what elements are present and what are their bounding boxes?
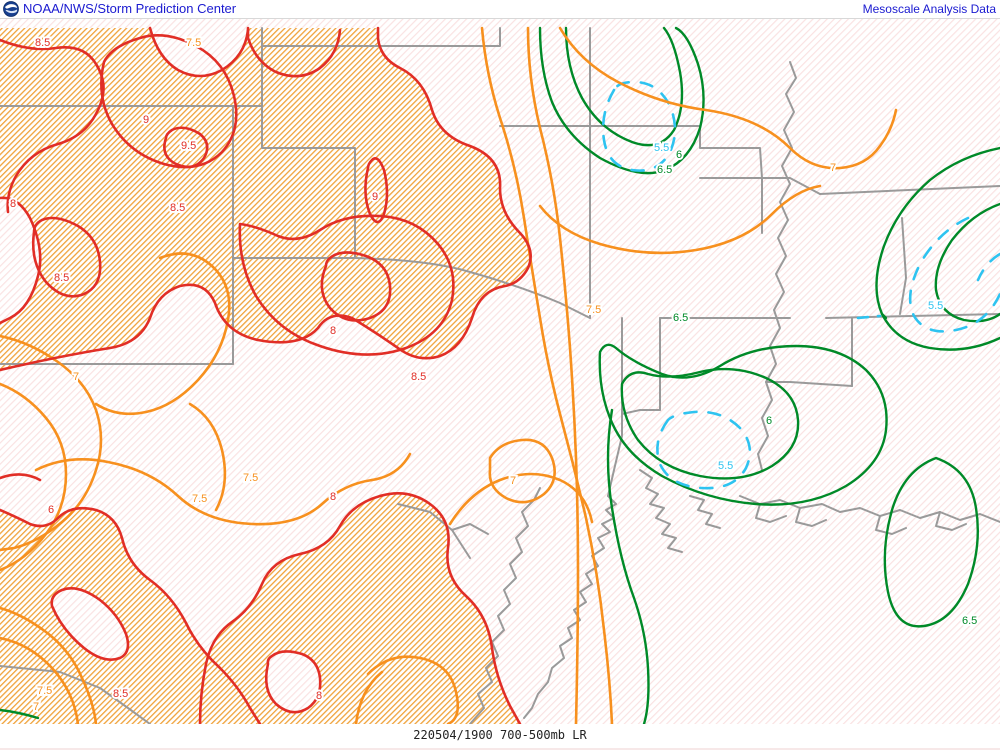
contour-label: 9.5 bbox=[181, 140, 196, 152]
contour-label: 6.5 bbox=[673, 312, 688, 324]
contour-label: 8.5 bbox=[35, 37, 50, 49]
contour-label-halo: 6.5 bbox=[962, 615, 977, 627]
contour-label-halo: 9 bbox=[143, 114, 149, 126]
contour-label-halo: 7.5 bbox=[586, 304, 601, 316]
contour-label-halo: 7 bbox=[33, 701, 39, 713]
contour-label: 6.5 bbox=[657, 164, 672, 176]
contour-label: 8.5 bbox=[170, 202, 185, 214]
contour-label: 7 bbox=[510, 475, 516, 487]
contour-label: 6 bbox=[676, 149, 682, 161]
contour-label: 7 bbox=[830, 162, 836, 174]
contour-label-halo: 7 bbox=[510, 475, 516, 487]
contour-label: 5.5 bbox=[654, 142, 669, 154]
contour-label: 7 bbox=[73, 371, 79, 383]
contour-label: 7 bbox=[33, 701, 39, 713]
contour-label-halo: 7.5 bbox=[37, 685, 52, 697]
contour-label: 9 bbox=[372, 191, 378, 203]
contour-label-halo: 7.5 bbox=[186, 37, 201, 49]
contour-label-halo: 5.5 bbox=[718, 460, 733, 472]
contour-label-halo: 8.5 bbox=[54, 272, 69, 284]
lapse-rate-8-shading-southwest bbox=[0, 508, 260, 724]
contour-label-halo: 9 bbox=[372, 191, 378, 203]
contour-label-halo: 8 bbox=[316, 690, 322, 702]
contour-label: 8 bbox=[330, 325, 336, 337]
contour-label-halo: 8.5 bbox=[411, 371, 426, 383]
contour-label-halo: 6 bbox=[48, 504, 54, 516]
state-boundaries bbox=[0, 27, 1000, 724]
contour-label-halo: 6 bbox=[766, 415, 772, 427]
contour-label-halo: 5.5 bbox=[654, 142, 669, 154]
noaa-seal-icon bbox=[3, 1, 19, 17]
contour-label-halo: 8 bbox=[330, 491, 336, 503]
lapse-rate-8-shading bbox=[0, 28, 531, 370]
contour-label: 7.5 bbox=[192, 493, 207, 505]
contour-label-halo: 7.5 bbox=[243, 472, 258, 484]
contour-label: 7.5 bbox=[243, 472, 258, 484]
contour-label: 7.5 bbox=[37, 685, 52, 697]
contour-label: 7.5 bbox=[186, 37, 201, 49]
contour-label: 6 bbox=[766, 415, 772, 427]
contour-label-halo: 7.5 bbox=[192, 493, 207, 505]
contour-label: 8.5 bbox=[411, 371, 426, 383]
contour-label: 6 bbox=[48, 504, 54, 516]
contour-label-halo: 8.5 bbox=[113, 688, 128, 700]
contour-label-halo: 7 bbox=[73, 371, 79, 383]
mesoanalysis-map[interactable]: 8.5 8.5 7.5 7.5 9 9 9.5 9.5 9 9 8 8 8.5 8.5 8.5 8.5 8 8 8.… bbox=[0, 18, 1000, 724]
contour-label-halo: 9.5 bbox=[181, 140, 196, 152]
contour-label-halo: 8 bbox=[10, 198, 16, 210]
contour-label-halo: 6.5 bbox=[673, 312, 688, 324]
contour-label-halo: 6 bbox=[676, 149, 682, 161]
contour-label: 8 bbox=[330, 491, 336, 503]
contour-label: 8 bbox=[316, 690, 322, 702]
contour-label: 5.5 bbox=[718, 460, 733, 472]
product-timestamp-label: 220504/1900 700-500mb LR bbox=[413, 728, 587, 742]
contours-orange bbox=[0, 26, 898, 724]
contour-label: 8.5 bbox=[113, 688, 128, 700]
agency-title: NOAA/NWS/Storm Prediction Center bbox=[23, 1, 237, 16]
footer-divider bbox=[0, 748, 1000, 750]
contour-label-halo: 7 bbox=[830, 162, 836, 174]
page-header: NOAA/NWS/Storm Prediction Center Mesosca… bbox=[0, 0, 1000, 19]
product-title: Mesoscale Analysis Data bbox=[862, 2, 996, 16]
contour-labels: 8.58.5 7.57.5999.59.599888.58.58.58.5888.… bbox=[8, 35, 979, 715]
contours-red bbox=[0, 26, 532, 724]
contour-label-halo: 8.5 bbox=[35, 37, 50, 49]
contour-plot: 8.58.5 7.57.5999.59.599888.58.58.58.5888.… bbox=[0, 18, 1000, 724]
contour-label: 7.5 bbox=[586, 304, 601, 316]
contour-label: 9 bbox=[143, 114, 149, 126]
contour-label: 8.5 bbox=[54, 272, 69, 284]
contour-label-halo: 6.5 bbox=[657, 164, 672, 176]
page-footer: 220504/1900 700-500mb LR bbox=[0, 724, 1000, 750]
contour-label-halo: 8.5 bbox=[170, 202, 185, 214]
contours-cyan-5p5 bbox=[601, 80, 1000, 490]
contour-label: 8 bbox=[10, 198, 16, 210]
contour-label: 5.5 bbox=[928, 300, 943, 312]
contour-label-halo: 8 bbox=[330, 325, 336, 337]
contour-label-halo: 5.5 bbox=[928, 300, 943, 312]
contour-label: 6.5 bbox=[962, 615, 977, 627]
